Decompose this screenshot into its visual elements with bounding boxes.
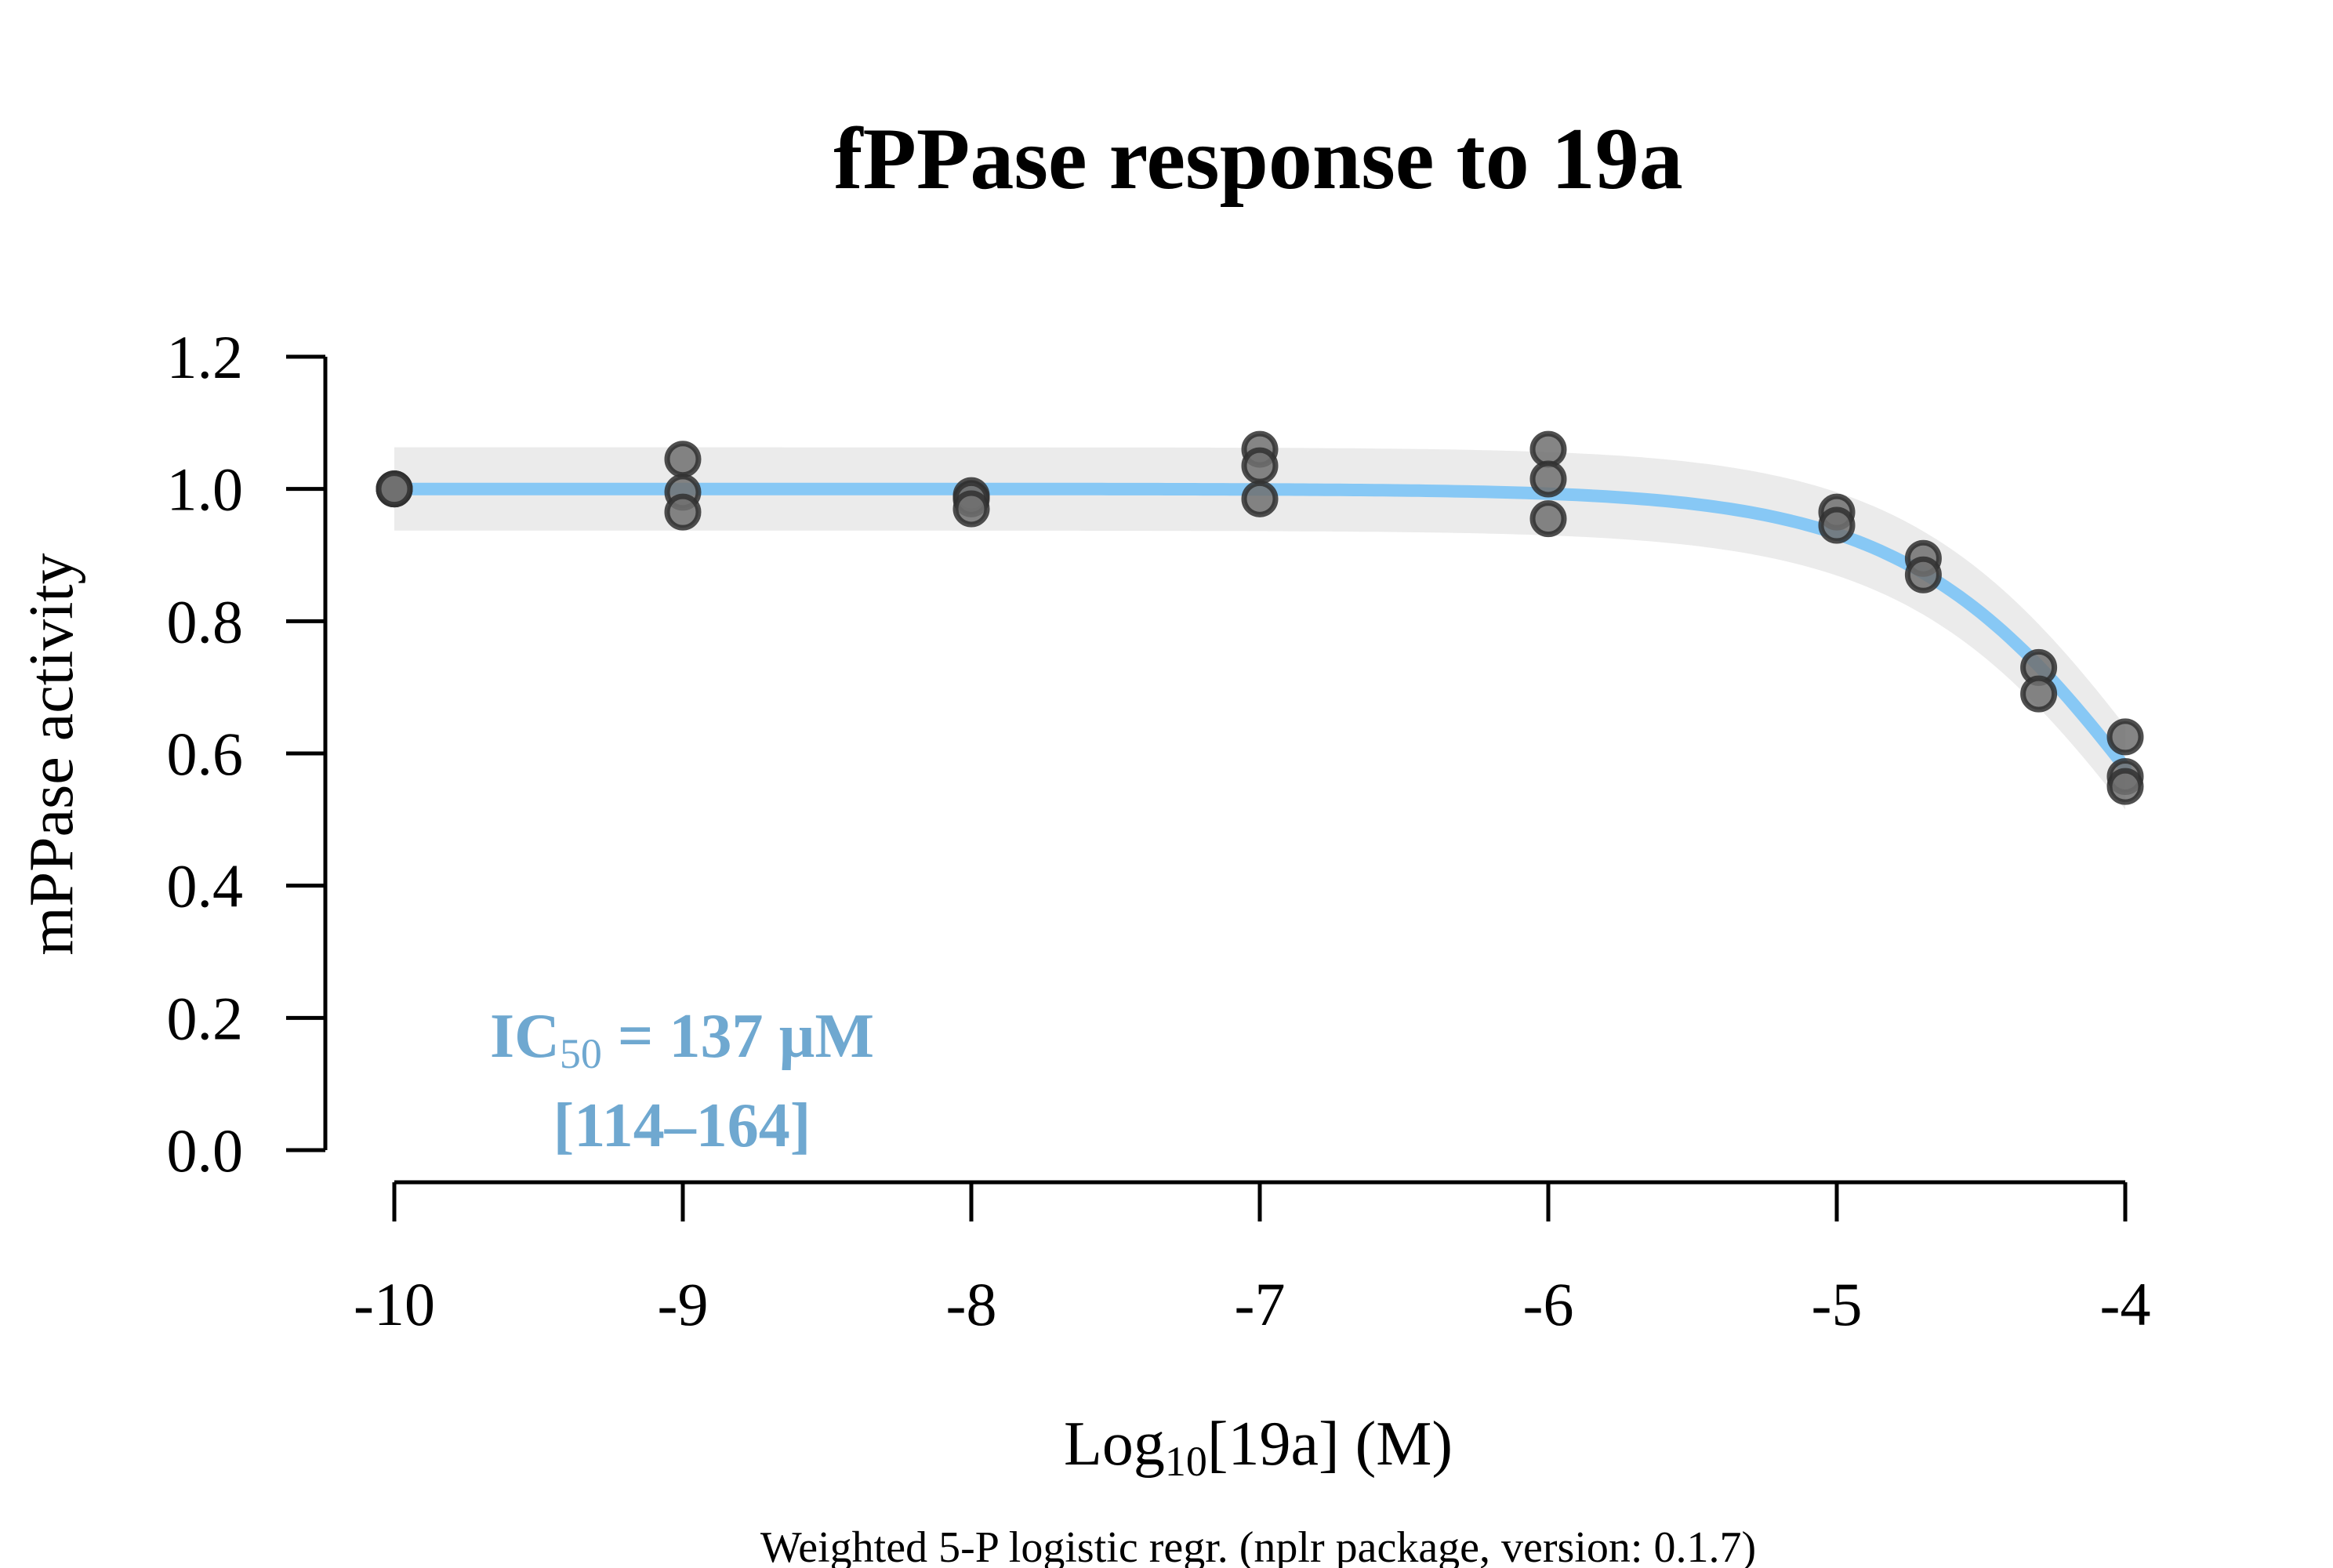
data-point xyxy=(1241,447,1279,485)
data-point xyxy=(952,490,990,528)
x-tick-label: -7 xyxy=(1235,1270,1286,1338)
x-axis: -10 -9 -8 -7 -6 -5 -4 xyxy=(354,1180,2151,1338)
x-axis-label: Log10[19a] (M) xyxy=(1064,1410,1453,1485)
data-point xyxy=(664,441,702,478)
data-point xyxy=(1818,506,1856,544)
data-point xyxy=(1904,556,1942,593)
x-tick-label: -5 xyxy=(1812,1270,1863,1338)
x-tick-label: -6 xyxy=(1523,1270,1574,1338)
data-point xyxy=(2106,718,2144,756)
ic50-interval: [114–164] xyxy=(553,1091,811,1160)
y-tick-label: 0.6 xyxy=(167,720,244,788)
y-tick-label: 1.0 xyxy=(167,456,244,524)
y-tick-label: 0.4 xyxy=(167,852,244,920)
x-tick-label: -9 xyxy=(658,1270,709,1338)
x-axis-label-subscript: 10 xyxy=(1165,1438,1207,1485)
data-point xyxy=(1241,480,1279,517)
ic50-value: IC50 = 137 µM xyxy=(490,1002,874,1077)
x-tick-label: -10 xyxy=(354,1270,435,1338)
data-point xyxy=(1529,500,1567,538)
y-axis: 0.0 0.2 0.4 0.6 0.8 1.0 1.2 xyxy=(167,323,328,1185)
y-tick-label: 0.2 xyxy=(167,984,244,1052)
ic50-subscript: 50 xyxy=(560,1030,602,1077)
data-points xyxy=(376,430,2144,805)
data-point xyxy=(1529,460,1567,498)
y-tick-label: 1.2 xyxy=(167,323,244,391)
confidence-band xyxy=(394,447,2125,810)
x-axis-label-suffix: [19a] (M) xyxy=(1207,1410,1453,1479)
x-tick-label: -4 xyxy=(2100,1270,2151,1338)
data-point xyxy=(1529,430,1567,468)
y-axis-label: mPPase activity xyxy=(17,553,86,955)
data-point xyxy=(376,470,413,508)
y-tick-label: 0.8 xyxy=(167,587,244,655)
ic50-suffix: = 137 µM xyxy=(602,1002,874,1071)
data-point xyxy=(2106,768,2144,805)
chart-title: fPPase response to 19a xyxy=(833,111,1683,208)
chart-footer: Weighted 5-P logistic regr. (nplr packag… xyxy=(760,1523,1756,1568)
data-point xyxy=(664,493,702,531)
x-tick-label: -8 xyxy=(946,1270,997,1338)
data-point xyxy=(2020,675,2058,713)
y-tick-label: 0.0 xyxy=(167,1116,244,1185)
ic50-prefix: IC xyxy=(490,1002,560,1071)
x-axis-label-prefix: Log xyxy=(1064,1410,1165,1479)
ic50-annotation: IC50 = 137 µM [114–164] xyxy=(490,1002,874,1160)
